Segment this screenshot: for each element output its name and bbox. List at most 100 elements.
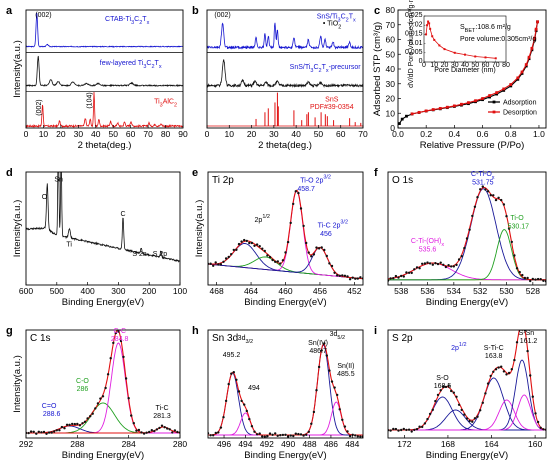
- annotation-4: 456: [320, 231, 332, 238]
- series-line-1: [26, 55, 183, 88]
- isotherm-marker: [520, 70, 524, 74]
- data-point: [330, 380, 334, 383]
- panel-f: f O 1s 538 536 534 532 530 528 Binding Energy(eV…: [374, 167, 547, 308]
- data-point: [526, 276, 529, 280]
- fit-envelope: [388, 186, 546, 281]
- isotherm-marker: [488, 94, 492, 97]
- y-tick-label: 20: [386, 94, 396, 104]
- data-point: [450, 389, 453, 393]
- annotation-4: C=O: [42, 403, 57, 410]
- data-point: [222, 260, 225, 263]
- inset-marker: [438, 44, 441, 47]
- data-point: [271, 433, 274, 436]
- inset-y-tick-label: 0.005: [405, 49, 423, 56]
- data-point: [245, 409, 248, 413]
- data-point: [240, 240, 243, 243]
- annotation-5: (002): [214, 12, 230, 19]
- data-point: [400, 274, 403, 278]
- data-point: [421, 262, 424, 265]
- data-point: [536, 277, 540, 281]
- isotherm-marker: [467, 101, 470, 105]
- x-tick-label: 160: [528, 439, 542, 449]
- data-point: [415, 266, 419, 269]
- data-point: [232, 248, 235, 252]
- legend-marker: [492, 110, 496, 114]
- panel-label: g: [6, 325, 13, 337]
- panel-c: c0.0 0.2 0.4 0.6 0.8 1.001020304050607080Rela…: [372, 0, 547, 151]
- data-point: [137, 428, 141, 432]
- data-point: [148, 430, 151, 434]
- data-point: [346, 430, 349, 433]
- data-point: [455, 395, 458, 398]
- data-point: [217, 431, 220, 434]
- data-point: [507, 371, 511, 375]
- data-point: [237, 390, 241, 393]
- panel-title: Sn 3d: [212, 333, 238, 344]
- data-point: [297, 432, 300, 436]
- x-tick-label: 0: [24, 129, 29, 139]
- y-axis-label: Intensity(a.u.): [194, 200, 205, 258]
- inset-y-tick-label: 0: [419, 58, 423, 65]
- data-point: [476, 415, 479, 418]
- data-point: [434, 399, 437, 403]
- data-point: [536, 420, 540, 424]
- data-point: [463, 246, 466, 250]
- inset-x-label: Pore Diameter (nm): [434, 67, 495, 74]
- data-point: [253, 430, 256, 433]
- x-tick-label: 280: [173, 439, 187, 449]
- data-point: [534, 412, 537, 415]
- data-point: [529, 279, 532, 283]
- data-point: [505, 373, 508, 376]
- data-point: [50, 431, 53, 434]
- panel-b: b 0 10 20 30 40 50 60 70 2 theta(deg.) SnS/Ti3C2Tx…: [192, 5, 368, 151]
- data-point: [68, 423, 71, 426]
- isotherm-marker: [488, 95, 492, 99]
- isotherm-marker: [524, 64, 528, 68]
- inset-marker: [428, 22, 431, 25]
- data-point: [250, 241, 254, 245]
- x-tick-label: 30: [269, 129, 279, 139]
- data-point: [96, 402, 100, 405]
- x-tick-label: 0: [205, 129, 210, 139]
- data-point: [492, 194, 495, 197]
- data-point: [243, 238, 246, 242]
- panel-label: c: [374, 5, 380, 17]
- data-point: [281, 433, 285, 437]
- data-point: [299, 207, 303, 210]
- isotherm-marker: [417, 110, 421, 114]
- data-point: [94, 407, 97, 410]
- panel-a: a 0 10 20 30 40 50 60 70 80 90 2 theta(deg.) Intensi…: [6, 5, 188, 151]
- panel-title: S 2p: [392, 333, 413, 344]
- x-tick-label: 0.8: [505, 129, 517, 139]
- isotherm-marker: [481, 97, 484, 100]
- data-point: [428, 412, 432, 416]
- data-point: [281, 259, 285, 262]
- data-point: [526, 349, 529, 353]
- y-tick-label: 10: [386, 108, 396, 118]
- data-point: [171, 431, 174, 434]
- data-point: [214, 261, 217, 264]
- x-axis-label: Binding Energy(eV): [62, 450, 144, 461]
- y-axis-label: Intensity(a.u.): [12, 355, 23, 413]
- annotation-5: 535.6: [419, 247, 437, 254]
- data-point: [73, 422, 77, 426]
- data-point: [65, 423, 69, 426]
- series-line-0: [207, 22, 363, 50]
- data-point: [245, 239, 248, 243]
- annotation-1: 458.7: [297, 186, 315, 193]
- data-point: [484, 392, 487, 395]
- data-point: [124, 377, 128, 380]
- data-point: [471, 214, 474, 218]
- x-axis-label: 2 theta(deg.): [258, 140, 312, 151]
- data-point: [286, 240, 290, 244]
- fit-component-3: [388, 399, 546, 431]
- data-point: [155, 428, 159, 431]
- x-tick-label: 300: [111, 286, 125, 296]
- data-point: [320, 349, 323, 352]
- x-tick-label: 600: [19, 286, 33, 296]
- x-tick-label: 172: [397, 439, 411, 449]
- data-point: [341, 274, 344, 277]
- data-point: [351, 276, 354, 279]
- data-point: [45, 432, 48, 435]
- data-point: [418, 425, 421, 428]
